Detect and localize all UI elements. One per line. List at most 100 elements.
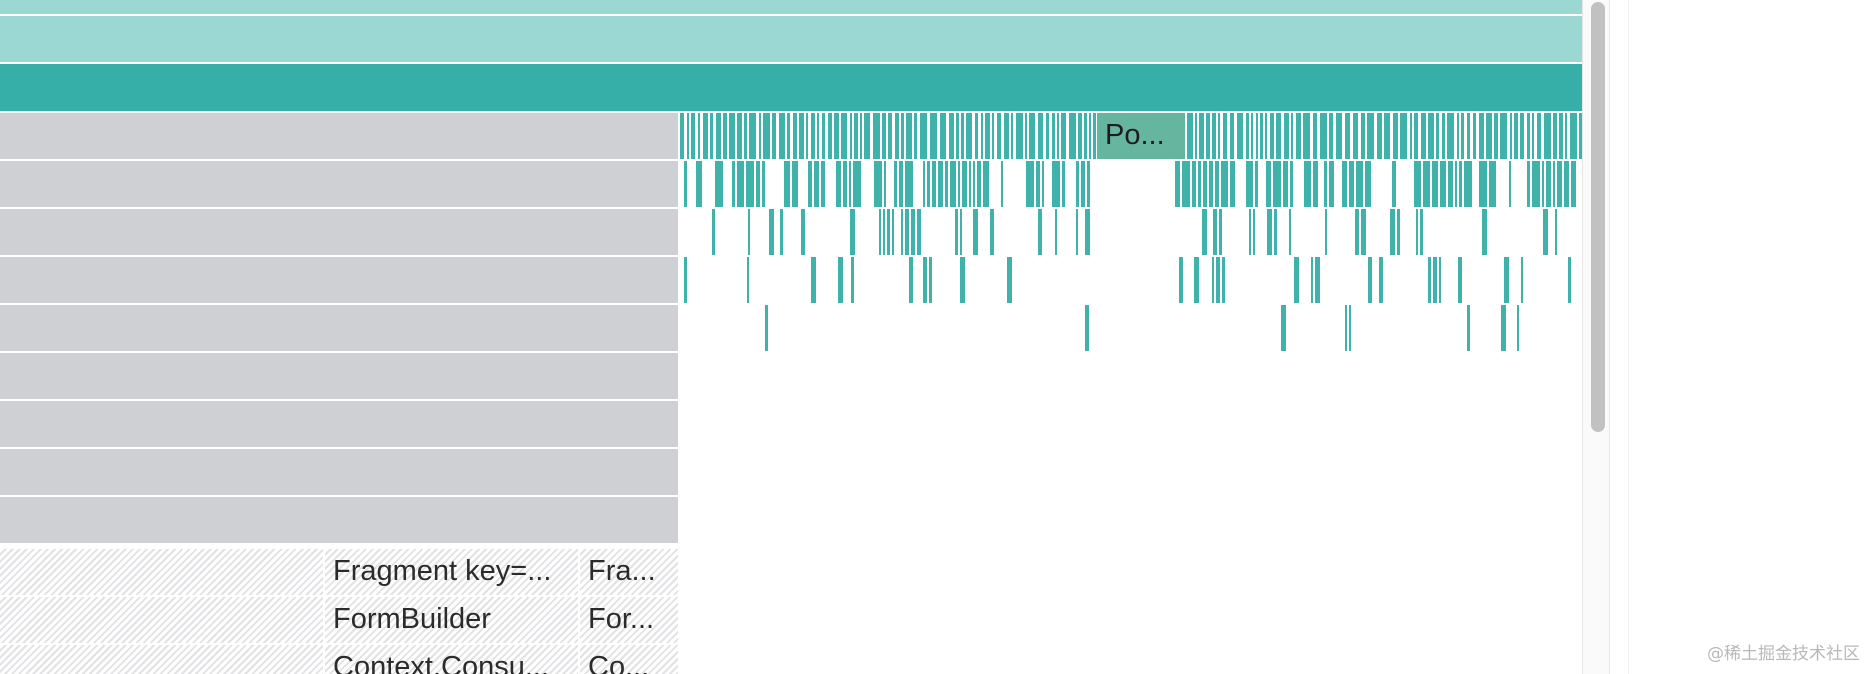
flame-bar-thin[interactable] — [1270, 113, 1274, 159]
flame-bar-thin[interactable] — [1467, 113, 1470, 159]
flame-bar-thin[interactable] — [1527, 113, 1530, 159]
flame-bar-thin[interactable] — [864, 113, 870, 159]
flame-bar-thin[interactable] — [1455, 161, 1457, 207]
flame-bar-thin[interactable] — [1195, 113, 1197, 159]
flame-bar-thin[interactable] — [956, 113, 959, 159]
flame-bar-thin[interactable] — [1420, 209, 1423, 255]
flame-bar-thin[interactable] — [732, 161, 735, 207]
flame-bar-thin[interactable] — [961, 113, 964, 159]
flame-bar-thin[interactable] — [1329, 113, 1333, 159]
flame-bar-thin[interactable] — [1289, 209, 1291, 255]
flame-bar-gray[interactable] — [0, 209, 678, 255]
flame-bar-thin[interactable] — [905, 209, 909, 255]
flame-bar-thin[interactable] — [1336, 113, 1342, 159]
flame-bar-hatched-left-3[interactable] — [0, 645, 323, 674]
flame-bar-thin[interactable] — [1052, 161, 1060, 207]
flame-bar-thin[interactable] — [838, 257, 843, 303]
flame-bar-thin[interactable] — [1397, 209, 1400, 255]
flame-bar-thin[interactable] — [821, 161, 825, 207]
flame-bar-thin[interactable] — [1570, 113, 1577, 159]
flame-bar-thin[interactable] — [1500, 113, 1507, 159]
flame-bar-thin[interactable] — [1029, 113, 1035, 159]
flame-bar-thin[interactable] — [1267, 209, 1272, 255]
flame-bar-thin[interactable] — [737, 161, 744, 207]
flame-bar-thin[interactable] — [873, 113, 880, 159]
flame-bar-thin[interactable] — [1410, 113, 1412, 159]
flame-bar-thin[interactable] — [969, 161, 971, 207]
flame-bar-thin[interactable] — [1356, 161, 1363, 207]
flame-bar-thin[interactable] — [1537, 113, 1541, 159]
flame-bar-thin[interactable] — [850, 209, 855, 255]
flame-bar-thin[interactable] — [1255, 161, 1258, 207]
flame-bar-thin[interactable] — [698, 113, 700, 159]
flame-bar-thin[interactable] — [1007, 257, 1012, 303]
flame-bar-thin[interactable] — [938, 161, 943, 207]
flame-bar-thin[interactable] — [1428, 113, 1434, 159]
flame-bar-thin[interactable] — [1509, 161, 1511, 207]
flame-bar-thin[interactable] — [973, 209, 978, 255]
flame-bar-thin[interactable] — [1237, 113, 1243, 159]
flame-bar-thin[interactable] — [853, 161, 861, 207]
flame-bar-thin[interactable] — [1464, 161, 1472, 207]
flame-bar-thin[interactable] — [1324, 161, 1327, 207]
flame-bar-thin[interactable] — [1284, 113, 1289, 159]
flame-bar-thin[interactable] — [1219, 209, 1222, 255]
flame-bar-thin[interactable] — [1416, 209, 1418, 255]
flame-bar-thin[interactable] — [814, 161, 819, 207]
flame-bar-thin[interactable] — [1046, 113, 1049, 159]
flame-bar-top-3[interactable] — [0, 64, 1582, 111]
flame-bar-thin[interactable] — [1510, 113, 1512, 159]
flame-bar-thin[interactable] — [966, 113, 972, 159]
flame-bar-thin[interactable] — [799, 113, 804, 159]
flame-bar-thin[interactable] — [712, 209, 715, 255]
flame-bar-thin[interactable] — [1489, 161, 1496, 207]
flame-bar-thin[interactable] — [888, 113, 892, 159]
flame-bar-thin[interactable] — [1345, 113, 1350, 159]
flame-bar-thin[interactable] — [940, 113, 946, 159]
flame-bar-thin[interactable] — [932, 161, 936, 207]
flame-bar-thin[interactable] — [710, 113, 713, 159]
flame-bar-thin[interactable] — [930, 113, 937, 159]
flame-bar-thin[interactable] — [1400, 113, 1407, 159]
flame-bar-thin[interactable] — [923, 161, 925, 207]
flame-bar-thin[interactable] — [1329, 161, 1334, 207]
flame-bar-thin[interactable] — [1315, 257, 1320, 303]
flame-bar-thin[interactable] — [1532, 161, 1540, 207]
flame-bar-thin[interactable] — [1367, 113, 1374, 159]
flame-bar-thin[interactable] — [1432, 161, 1438, 207]
flame-bar-thin[interactable] — [1565, 113, 1567, 159]
flame-bar-thin[interactable] — [1222, 257, 1225, 303]
flame-bar-thin[interactable] — [696, 161, 702, 207]
flame-bar-thin[interactable] — [1025, 113, 1027, 159]
flame-bar-thin[interactable] — [1393, 113, 1398, 159]
flame-bar-thin[interactable] — [1085, 209, 1090, 255]
flame-bar-thin[interactable] — [1069, 113, 1076, 159]
flame-bar-thin[interactable] — [1036, 161, 1040, 207]
flame-bar-thin[interactable] — [1281, 305, 1286, 351]
flame-bar-thin[interactable] — [1215, 161, 1219, 207]
flame-bar-thin[interactable] — [1532, 113, 1534, 159]
flame-bar-thin[interactable] — [1486, 113, 1492, 159]
flame-bar-thin[interactable] — [1246, 161, 1253, 207]
flame-bar-thin[interactable] — [1175, 161, 1180, 207]
flame-bar-thin[interactable] — [792, 161, 798, 207]
flame-bar-thin[interactable] — [1546, 161, 1551, 207]
flame-bar-thin[interactable] — [1355, 209, 1359, 255]
flame-bar-thin[interactable] — [744, 113, 747, 159]
flame-bar-thin[interactable] — [1089, 113, 1091, 159]
flame-bar-thin[interactable] — [793, 113, 797, 159]
flame-bar-thin[interactable] — [1544, 113, 1551, 159]
flame-bar-gray[interactable] — [0, 257, 678, 303]
flame-bar-thin[interactable] — [715, 161, 723, 207]
flame-bar-gray[interactable] — [0, 401, 678, 447]
flame-bar-thin[interactable] — [828, 113, 832, 159]
flame-bar-thin[interactable] — [1553, 113, 1557, 159]
flame-bar-thin[interactable] — [1557, 161, 1562, 207]
flame-bar-thin[interactable] — [787, 113, 790, 159]
vertical-scrollbar[interactable] — [1582, 0, 1610, 674]
flame-bar-thin[interactable] — [749, 113, 756, 159]
flame-bar-thin[interactable] — [1439, 257, 1441, 303]
flame-bar-thin[interactable] — [1527, 161, 1530, 207]
flame-bar-gray[interactable] — [0, 449, 678, 495]
flame-bar-thin[interactable] — [1265, 113, 1267, 159]
